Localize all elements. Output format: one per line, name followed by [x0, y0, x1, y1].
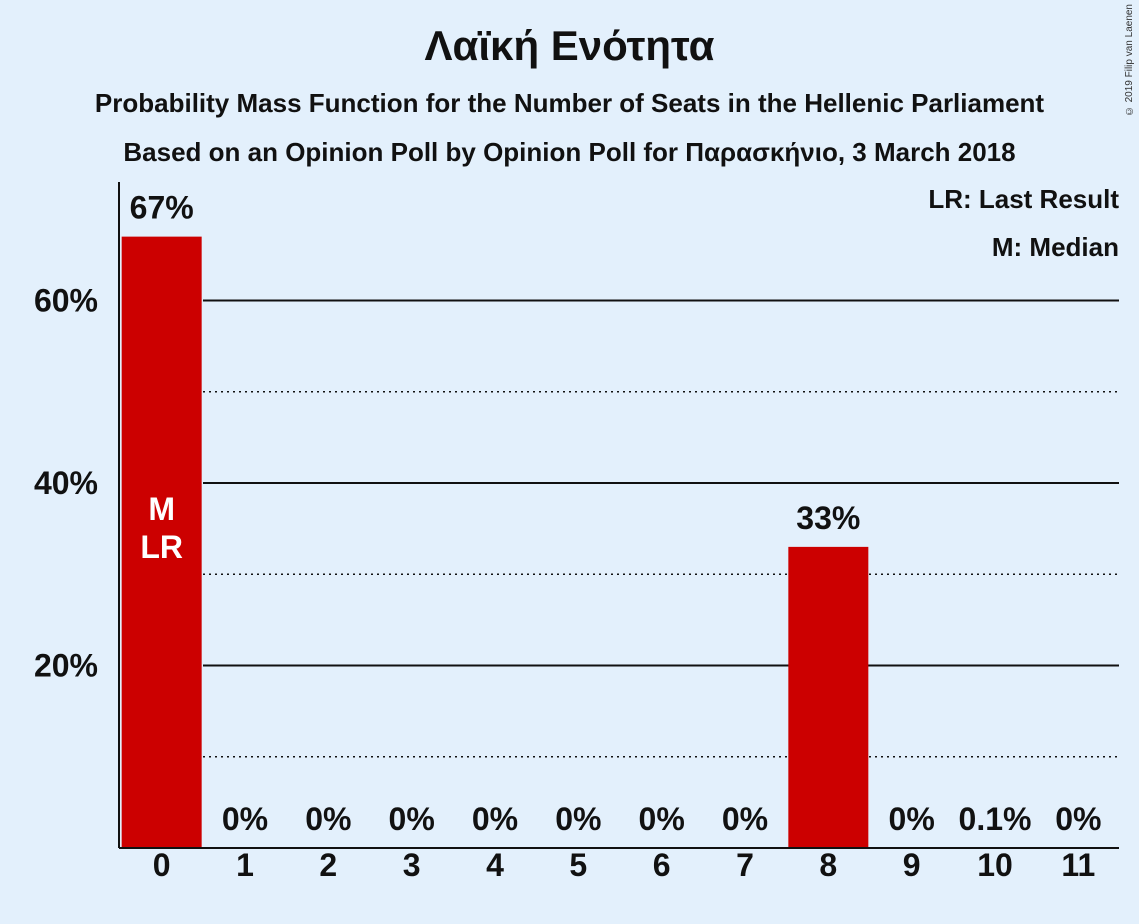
- bar-value-label: 0.1%: [959, 801, 1032, 837]
- bar-value-label: 33%: [796, 500, 860, 536]
- legend-median: M: Median: [991, 232, 1119, 262]
- x-tick-label: 9: [903, 847, 921, 883]
- y-tick-label: 40%: [34, 465, 98, 501]
- legend-last-result: LR: Last Result: [928, 184, 1119, 214]
- bar-value-label: 0%: [389, 801, 435, 837]
- x-tick-label: 5: [569, 847, 587, 883]
- bar-value-label: 0%: [472, 801, 518, 837]
- bar: [788, 546, 869, 848]
- x-tick-label: 3: [403, 847, 421, 883]
- bar-value-label: 0%: [639, 801, 685, 837]
- bar-value-label: 0%: [889, 801, 935, 837]
- chart-title: Λαϊκή Ενότητα: [424, 22, 715, 69]
- bar-value-label: 0%: [1055, 801, 1101, 837]
- y-tick-label: 20%: [34, 648, 98, 684]
- bar-value-label: 0%: [305, 801, 351, 837]
- x-tick-label: 8: [819, 847, 837, 883]
- x-tick-label: 6: [653, 847, 671, 883]
- bar-value-label: 0%: [555, 801, 601, 837]
- x-tick-label: 4: [486, 847, 504, 883]
- x-tick-label: 0: [153, 847, 171, 883]
- x-tick-label: 10: [977, 847, 1013, 883]
- chart-subtitle: Probability Mass Function for the Number…: [94, 88, 1045, 118]
- bar-marker-label: LR: [140, 529, 183, 565]
- x-tick-label: 11: [1061, 847, 1095, 883]
- x-tick-label: 7: [736, 847, 754, 883]
- x-tick-label: 1: [236, 847, 254, 883]
- bar-marker-label: M: [148, 491, 175, 527]
- chart-subtitle-source: Based on an Opinion Poll by Opinion Poll…: [123, 137, 1016, 167]
- x-tick-label: 2: [319, 847, 337, 883]
- bar: [121, 236, 202, 848]
- y-tick-label: 60%: [34, 283, 98, 319]
- bar-value-label: 0%: [722, 801, 768, 837]
- bar-value-label: 67%: [130, 190, 194, 226]
- bar-value-label: 0%: [222, 801, 268, 837]
